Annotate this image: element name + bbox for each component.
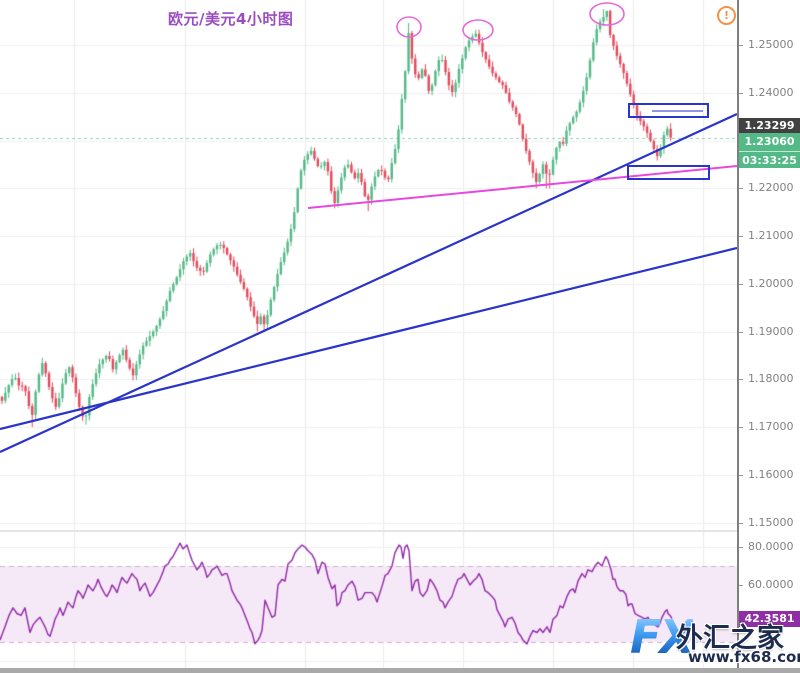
last-value-badge: 1.23299 <box>739 118 800 133</box>
top-circle-3[interactable] <box>589 2 625 26</box>
bar-countdown-badge: 03:33:25 <box>739 151 800 168</box>
indicator-value-badge: 42.3581 <box>739 611 800 627</box>
price-axis-label: 1.22000 <box>739 182 794 194</box>
top-circle-1[interactable] <box>396 16 422 38</box>
top-circle-2[interactable] <box>462 19 494 41</box>
resistance-zone-rect[interactable] <box>628 103 709 118</box>
price-axis-label: 1.24000 <box>739 86 794 99</box>
price-axis[interactable]: 1.23299 1.23060 03:33:25 42.3581 1.25000… <box>737 0 800 668</box>
price-axis-label: 1.16000 <box>739 468 794 481</box>
current-price-badge: 1.23060 <box>739 133 800 151</box>
chart-title: 欧元/美元4小时图 <box>168 10 294 28</box>
time-axis-strip[interactable] <box>0 668 800 673</box>
price-axis-label: 1.25000 <box>739 39 794 51</box>
price-axis-label: 1.18000 <box>739 373 794 385</box>
trendline-magenta[interactable] <box>307 165 737 209</box>
chart-canvas[interactable] <box>0 0 737 668</box>
price-axis-label: 1.21000 <box>739 230 794 242</box>
alert-warning-icon[interactable]: ! <box>717 6 736 25</box>
trendline-support-steep[interactable] <box>0 113 737 453</box>
drawings-overlay <box>0 2 737 453</box>
support-zone-rect[interactable] <box>627 165 710 180</box>
panel-separator[interactable] <box>0 530 800 532</box>
price-axis-label: 80.0000 <box>739 541 794 553</box>
price-axis-label: 1.20000 <box>739 277 794 290</box>
trendline-support-shallow[interactable] <box>0 246 737 431</box>
price-axis-label: 1.15000 <box>739 516 794 529</box>
price-axis-label: 60.0000 <box>739 579 794 591</box>
price-axis-label: 1.19000 <box>739 325 794 338</box>
price-axis-label: 1.17000 <box>739 421 794 433</box>
